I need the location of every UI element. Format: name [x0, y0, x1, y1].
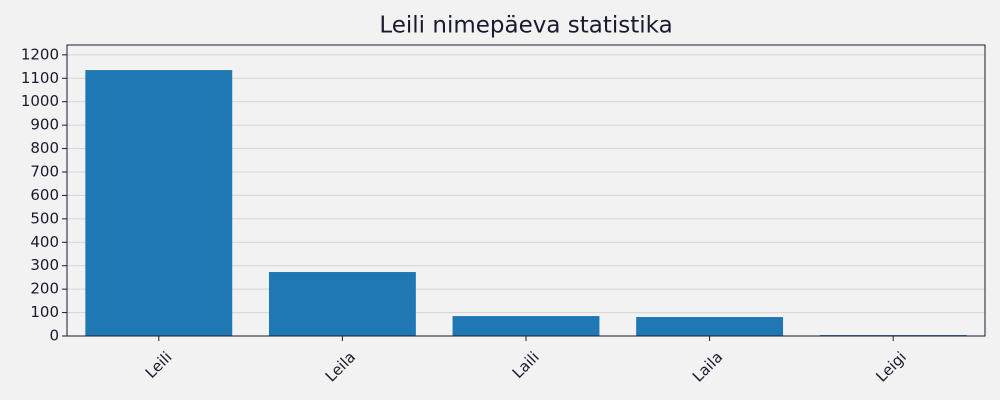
y-tick-label: 1000 — [21, 92, 59, 110]
y-tick-label: 900 — [30, 116, 59, 134]
bar — [268, 272, 416, 336]
y-tick-label: 0 — [49, 327, 59, 345]
y-tick-label: 300 — [30, 256, 59, 274]
bar — [85, 70, 233, 337]
y-tick-label: 1200 — [21, 45, 59, 63]
plot-frame — [66, 44, 986, 337]
y-tick-label: 400 — [30, 233, 59, 251]
y-tick-label: 500 — [30, 209, 59, 227]
chart-title: Leili nimepäeva statistika — [379, 13, 672, 39]
bar — [636, 317, 784, 336]
y-tick-label: 600 — [30, 186, 59, 204]
y-tick-label: 800 — [30, 139, 59, 157]
y-tick-label: 1100 — [21, 69, 59, 87]
y-tick-label: 700 — [30, 162, 59, 180]
y-tick-label: 200 — [30, 280, 59, 298]
y-tick-label: 100 — [30, 303, 59, 321]
bar — [452, 316, 600, 336]
